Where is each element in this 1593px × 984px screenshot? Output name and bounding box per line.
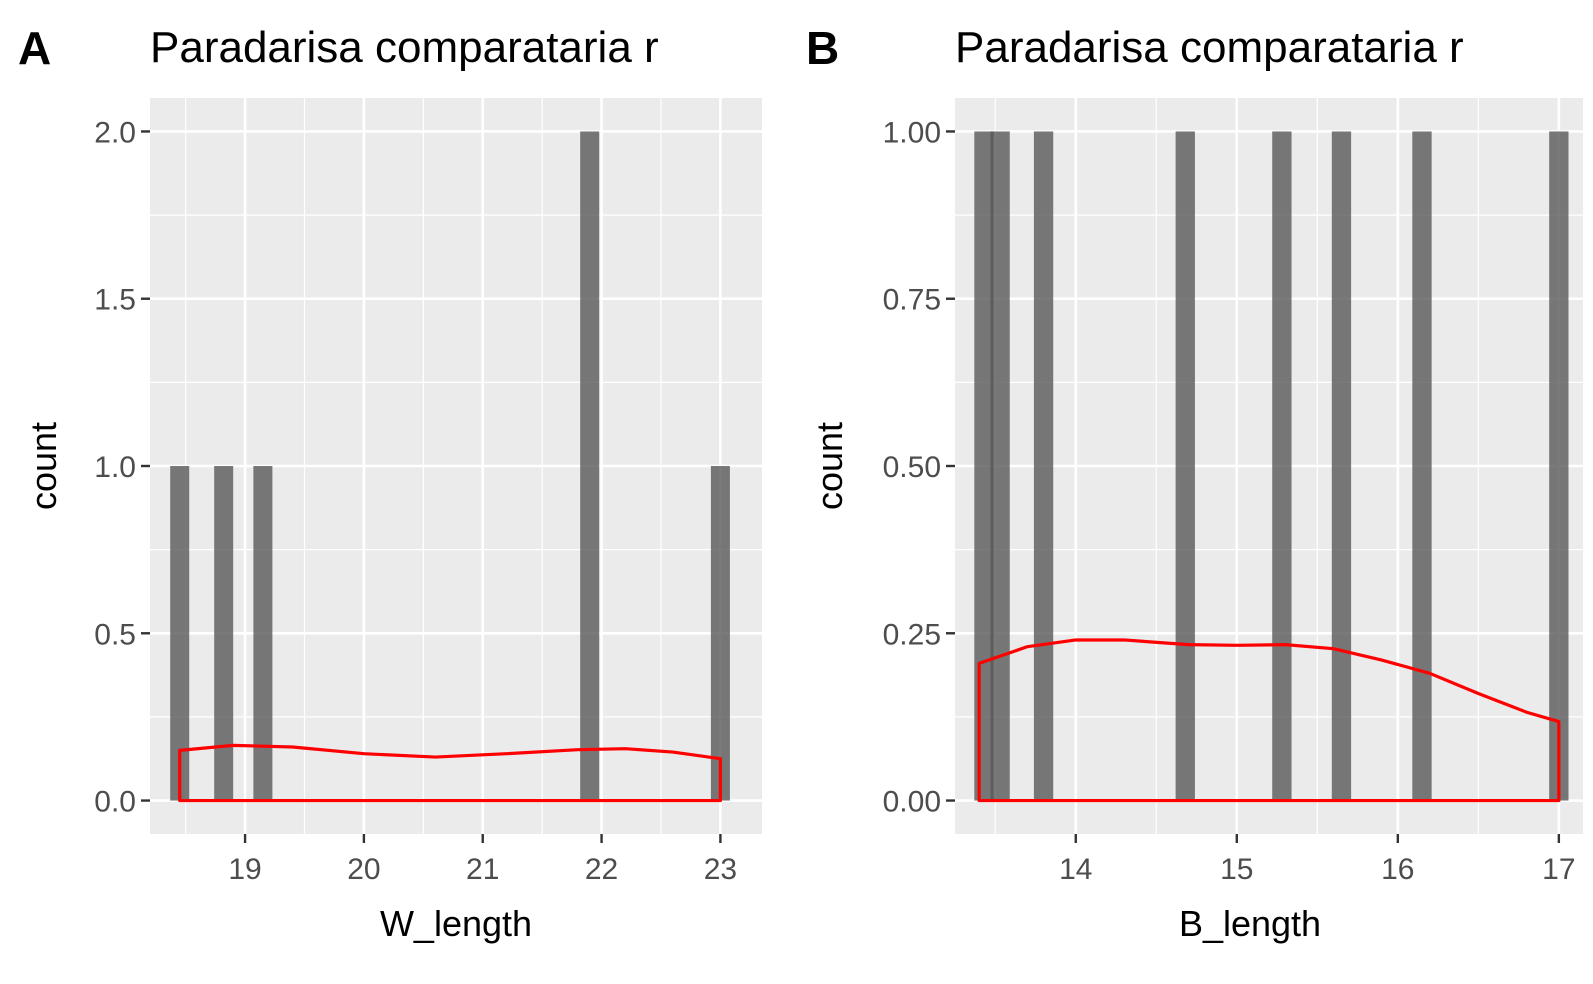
x-tick-label: 23 (704, 853, 737, 886)
y-tick-label: 0.25 (883, 618, 941, 651)
chart-b-svg: 0.00 0.25 0.50 0.75 1.00 14 15 16 17 B_length coun… (806, 22, 1583, 944)
y-axis-title: count (23, 422, 64, 510)
chart-a-svg: 0.0 0.5 1.0 1.5 2.0 19 20 21 22 23 W_length count A P… (18, 22, 762, 944)
x-tick-label: 14 (1059, 853, 1092, 886)
x-tick-label: 21 (466, 853, 499, 886)
panel-a: 0.0 0.5 1.0 1.5 2.0 19 20 21 22 23 W_length count A P… (0, 0, 790, 984)
density-line (178, 743, 723, 803)
panel-tag: B (806, 22, 839, 74)
histogram-bar (974, 131, 994, 801)
x-tick-label: 15 (1220, 853, 1253, 886)
y-tick-label: 1.00 (883, 116, 941, 149)
histogram-bar (990, 131, 1010, 801)
y-tick-label: 2.0 (94, 116, 136, 149)
histogram-bar (580, 131, 600, 801)
x-axis-title: B_length (1179, 903, 1321, 944)
density-line (977, 638, 1561, 803)
histogram-bar (1331, 131, 1352, 801)
y-tick-label: 1.0 (94, 451, 136, 484)
plot-area (955, 98, 1583, 834)
histogram-bar (1272, 131, 1292, 801)
histogram-bar (1412, 131, 1432, 801)
y-tick-label: 0.50 (883, 451, 941, 484)
y-tick-label: 0.00 (883, 786, 941, 819)
y-tick-label: 0.0 (94, 786, 136, 819)
histogram-bar (253, 466, 273, 801)
plot-area (150, 98, 762, 834)
x-axis-title: W_length (380, 903, 532, 944)
histogram-bar (1175, 131, 1195, 801)
y-tick-label: 1.5 (94, 284, 136, 317)
panel-tag: A (18, 22, 51, 74)
chart-title: Paradarisa comparataria r (150, 23, 659, 72)
x-tick-label: 20 (347, 853, 380, 886)
y-tick-label: 0.75 (883, 284, 941, 317)
x-tick-label: 16 (1381, 853, 1414, 886)
histogram-bar (214, 466, 234, 801)
x-tick-label: 19 (228, 853, 261, 886)
chart-title: Paradarisa comparataria r (955, 23, 1464, 72)
y-axis-title: count (809, 422, 850, 510)
x-tick-label: 22 (585, 853, 618, 886)
y-tick-label: 0.5 (94, 618, 136, 651)
histogram-bar (170, 466, 190, 801)
histogram-bar (1549, 131, 1569, 801)
histogram-bar (710, 466, 730, 801)
panel-b: 0.00 0.25 0.50 0.75 1.00 14 15 16 17 B_length coun… (790, 0, 1593, 984)
x-tick-label: 17 (1542, 853, 1575, 886)
histogram-bar (1033, 131, 1054, 801)
